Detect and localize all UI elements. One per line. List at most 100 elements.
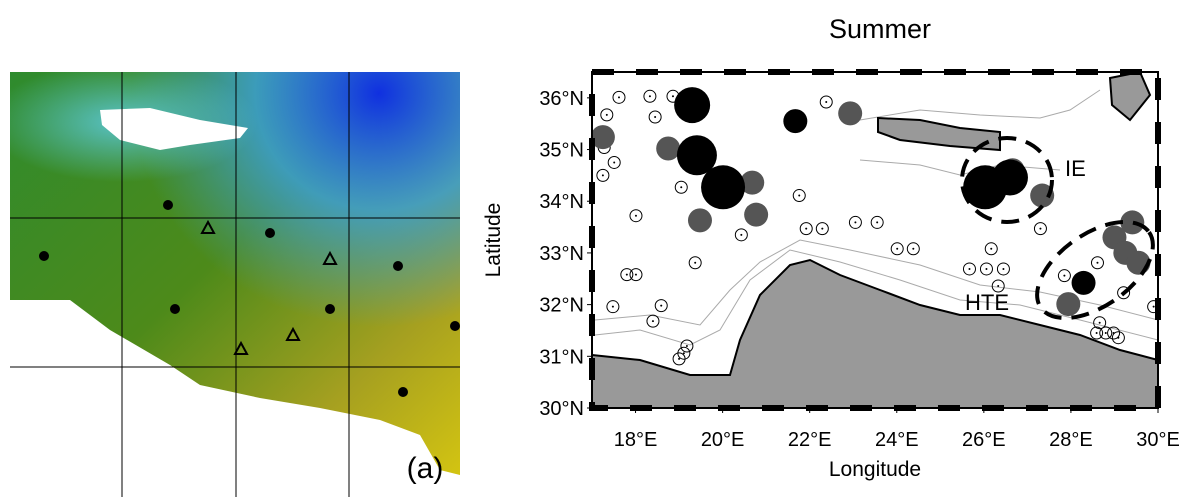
africa (591, 258, 1159, 409)
crete (877, 116, 1001, 152)
eddy-marker-center (1096, 261, 1099, 264)
eddy-marker (607, 155, 621, 169)
eddy-marker (962, 262, 976, 276)
eddy-marker (1090, 326, 1104, 340)
crete (100, 108, 248, 150)
eddy-marker-center (1095, 332, 1098, 335)
eddy-marker-center (798, 194, 801, 197)
eddy-marker-center (617, 96, 620, 99)
eddy-triangles (200, 219, 338, 355)
y-tick-label: 33°N (539, 243, 584, 265)
eddy-marker-center (1039, 227, 1042, 230)
x-tick-label: 18°E (614, 429, 658, 451)
eddy-marker-center (1104, 332, 1107, 335)
eddy-marker-center (682, 352, 685, 355)
eddy-marker (680, 339, 694, 353)
eddy-marker-center (876, 221, 879, 224)
eddy-marker-center (678, 357, 681, 360)
satellite-panel: (a) (10, 72, 460, 497)
eddy-marker-center (1002, 267, 1005, 270)
eddy-marker (674, 87, 711, 124)
eddy-marker (620, 268, 634, 282)
eddy-marker (744, 202, 769, 227)
eddy-marker (600, 108, 614, 122)
eddy-marker (672, 352, 686, 366)
eddy-marker-center (611, 305, 614, 308)
x-tick-label: 30°E (1136, 429, 1180, 451)
eddy-marker-center (680, 186, 683, 189)
eddy-marker (1120, 210, 1145, 235)
eddy-marker-center (671, 95, 674, 98)
eddy-marker-center (694, 261, 697, 264)
y-tick-label: 30°N (539, 398, 584, 420)
eddy-marker (606, 300, 620, 314)
eddy-marker-center (997, 285, 1000, 288)
eddy-marker-center (1152, 305, 1155, 308)
eddy-marker (590, 125, 615, 150)
eddy-marker (1033, 222, 1047, 236)
eddy-marker-center (685, 344, 688, 347)
eddy-marker (596, 168, 610, 182)
eddy-marker-center (821, 227, 824, 230)
ie-outline (960, 136, 1054, 224)
eddy-marker (792, 189, 806, 203)
eddy-marker (643, 89, 657, 103)
eddy-marker (799, 222, 813, 236)
eddy-marker (687, 208, 712, 233)
eddy-marker (819, 95, 833, 109)
y-axis-label: Latitude (482, 203, 505, 278)
map-panel: IE HTE Summer Longitude Latitude 18°E 20°… (482, 14, 1180, 481)
eddy-marker-center (968, 267, 971, 270)
chart-title: Summer (829, 14, 931, 44)
hte-outline (1035, 220, 1155, 320)
eddy-marker (629, 268, 643, 282)
eddy-dots (39, 200, 460, 397)
eddy-marker-center (805, 227, 808, 230)
eddy-marker-center (990, 247, 993, 250)
eddy-marker-center (825, 100, 828, 103)
eddy-marker (848, 215, 862, 229)
sea-image-overlay (10, 72, 460, 272)
eddy-marker (1099, 326, 1113, 340)
eddy-marker-center (985, 267, 988, 270)
eddy-marker (1030, 183, 1055, 208)
eddy-marker-center (660, 304, 663, 307)
frame-ticks (589, 69, 1161, 411)
eddy-marker (991, 279, 1005, 293)
x-tick-label: 26°E (962, 429, 1006, 451)
eddy-marker (612, 90, 626, 104)
eddy-marker (996, 262, 1010, 276)
eddy-marker-center (654, 115, 657, 118)
y-tick-label: 32°N (539, 295, 584, 317)
eddy-marker (648, 110, 662, 124)
y-tick-label: 35°N (539, 140, 584, 162)
y-tick-label: 34°N (539, 191, 584, 213)
eddy-marker (629, 209, 643, 223)
eddy-marker-center (648, 95, 651, 98)
eddy-marker (1090, 256, 1104, 270)
eddy-marker (674, 180, 688, 194)
image-grid (10, 72, 460, 497)
eddy-marker (654, 299, 668, 313)
eddy-marker-center (912, 247, 915, 250)
annotation: HTE (965, 290, 1009, 315)
eddy-marker-center (1098, 321, 1101, 324)
eddy-marker (1107, 326, 1121, 340)
eddy-marker-center (634, 214, 637, 217)
eddy-marker (991, 159, 1028, 196)
eddy-marker (906, 242, 920, 256)
x-axis-label: Longitude (829, 458, 921, 481)
eddy-marker (1111, 331, 1125, 345)
eddy-marker (890, 242, 904, 256)
eddy-marker-center (634, 273, 637, 276)
x-tick-label: 24°E (875, 429, 919, 451)
x-tick-label: 28°E (1049, 429, 1093, 451)
eddy-marker-center (601, 174, 604, 177)
eddy-marker (734, 228, 748, 242)
eddy-marker (1093, 316, 1107, 330)
eddy-marker (815, 222, 829, 236)
eddy-marker (1071, 270, 1096, 295)
eddy-marker (740, 170, 765, 195)
eddy-marker (783, 109, 808, 134)
eddy-marker (646, 314, 660, 328)
